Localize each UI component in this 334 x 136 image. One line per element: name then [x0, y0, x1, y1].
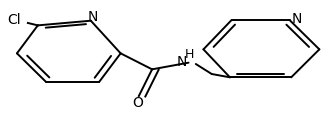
Text: N: N [176, 55, 187, 69]
Text: N: N [87, 10, 98, 24]
Text: Cl: Cl [7, 13, 21, 27]
Text: H: H [184, 48, 194, 61]
Text: N: N [292, 12, 302, 26]
Text: O: O [132, 96, 143, 110]
